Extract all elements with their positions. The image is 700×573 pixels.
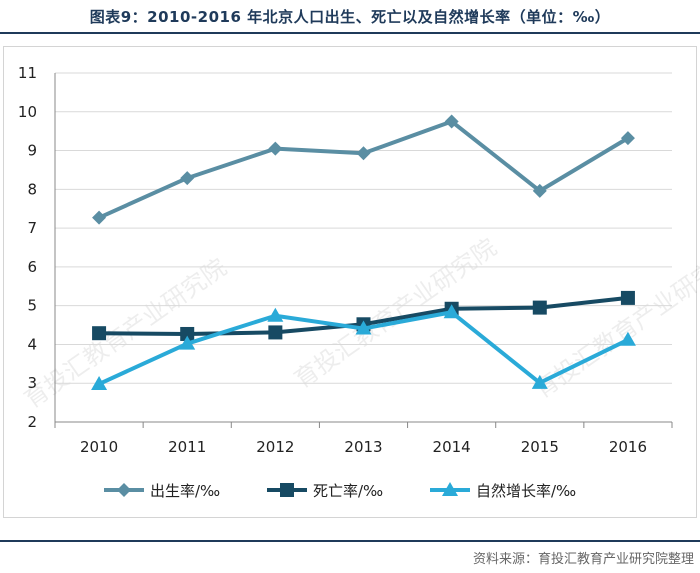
data-point — [91, 375, 108, 390]
data-point — [356, 146, 371, 161]
data-point — [180, 171, 195, 186]
data-point — [267, 307, 284, 322]
data-point — [444, 114, 459, 129]
y-tick-label: 9 — [27, 142, 37, 160]
footer-divider — [0, 540, 700, 542]
series-line — [98, 119, 629, 220]
series-1 — [92, 114, 635, 225]
legend-swatch-marker — [442, 482, 458, 496]
data-point — [619, 331, 636, 346]
x-tick-label: 2011 — [168, 438, 206, 456]
data-point — [620, 131, 635, 146]
legend-item-2: 死亡率/‰ — [267, 482, 383, 500]
legend-label: 自然增长率/‰ — [476, 482, 576, 500]
data-point — [532, 300, 547, 315]
legend-label: 出生率/‰ — [150, 482, 220, 500]
legend-label: 死亡率/‰ — [313, 482, 383, 500]
data-point — [355, 320, 372, 335]
x-tick-label: 2016 — [609, 438, 647, 456]
y-tick-label: 8 — [27, 180, 37, 198]
y-tick-label: 4 — [27, 335, 37, 353]
y-tick-label: 11 — [18, 64, 37, 82]
x-tick-label: 2014 — [433, 438, 471, 456]
chart-frame — [3, 46, 697, 518]
series-layer — [91, 114, 636, 390]
y-tick-label: 2 — [27, 413, 37, 431]
x-tick-label: 2012 — [256, 438, 294, 456]
series-3 — [91, 304, 636, 390]
y-tick-label: 10 — [18, 103, 37, 121]
y-tick-label: 5 — [27, 297, 37, 315]
legend-item-3: 自然增长率/‰ — [430, 482, 576, 500]
legend-swatch-marker — [117, 483, 131, 497]
x-tick-label: 2015 — [521, 438, 559, 456]
title-divider — [0, 32, 700, 34]
chart-title: 图表9：2010-2016 年北京人口出生、死亡以及自然增长率（单位：‰） — [89, 8, 611, 26]
y-tick-label: 6 — [27, 258, 37, 276]
axes: 2 3 4 5 6 7 8 9 10 11 2010 2011 2012 2013 2014 2015 2016 — [18, 64, 673, 456]
x-tick-label: 2010 — [80, 438, 118, 456]
watermark-text: 育投汇教育产业研究院 — [289, 233, 502, 394]
data-point — [180, 326, 195, 341]
data-point — [179, 335, 196, 350]
source-note: 资料来源：育投汇教育产业研究院整理 — [472, 552, 694, 567]
data-point — [268, 325, 283, 340]
data-point — [443, 304, 460, 319]
data-point — [620, 290, 635, 305]
data-point — [92, 326, 107, 341]
legend-swatch-marker — [280, 483, 294, 497]
x-tick-label: 2013 — [344, 438, 382, 456]
data-point — [531, 374, 548, 389]
y-tick-label: 3 — [27, 374, 37, 392]
data-point — [268, 141, 283, 156]
data-point — [532, 183, 547, 198]
legend: 出生率/‰ 死亡率/‰ 自然增长率/‰ — [104, 482, 576, 500]
y-tick-label: 7 — [27, 219, 37, 237]
legend-item-1: 出生率/‰ — [104, 482, 220, 500]
data-point — [92, 210, 107, 225]
